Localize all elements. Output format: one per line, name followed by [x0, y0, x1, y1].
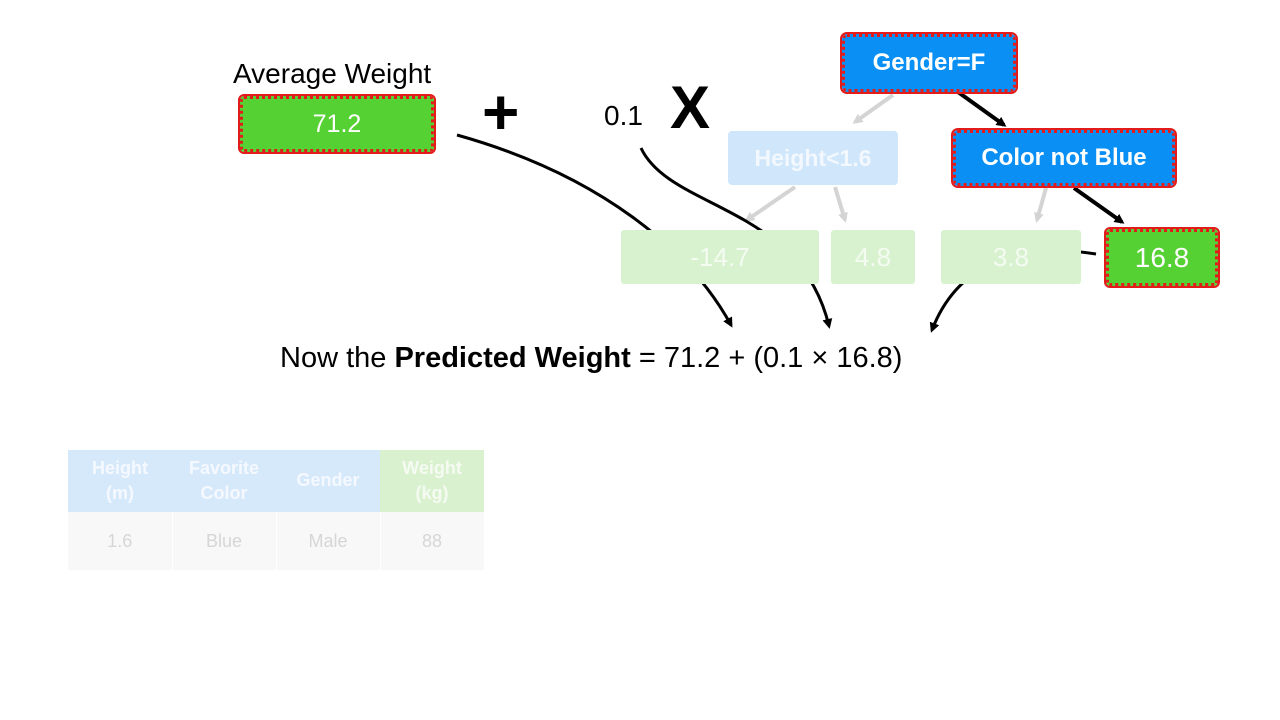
- data-table: Height (m) Favorite Color Gender Weight (kg…: [68, 450, 485, 570]
- arrow-average-to-equation: [456, 133, 733, 328]
- average-weight-label: Average Weight: [233, 58, 432, 89]
- prediction-equation: Now the Predicted Weight = 71.2 + (0.1 ×…: [280, 342, 902, 375]
- table-cell: 1.6: [68, 512, 173, 570]
- edge-root-left: [852, 93, 895, 124]
- table-header-color: Favorite Color: [172, 450, 276, 512]
- table-cell: Male: [276, 512, 381, 570]
- edge-left-leaf2: [833, 186, 848, 223]
- tree-leaf-3: 3.8: [941, 230, 1081, 284]
- tree-leaf-4: 16.8: [1104, 227, 1220, 288]
- tree-left-node: Height<1.6: [728, 131, 898, 185]
- edge-root-right: [956, 90, 1007, 127]
- header-line: (kg): [415, 483, 449, 503]
- multiply-sign: X: [670, 74, 711, 141]
- header-line: (m): [106, 483, 134, 503]
- edge-left-leaf1: [744, 185, 797, 222]
- edge-right-leaf4: [1072, 186, 1125, 224]
- header-line: Height: [92, 457, 148, 478]
- header-line: Gender: [296, 470, 360, 491]
- table-header-height: Height (m): [68, 450, 172, 512]
- edge-right-leaf3: [1034, 187, 1048, 223]
- header-line: Favorite: [188, 457, 260, 478]
- table-cell: 88: [380, 512, 485, 570]
- equation-prefix: Now the: [280, 342, 395, 374]
- table-row: 1.6 Blue Male 88: [68, 512, 485, 570]
- arrow-rate-to-equation: [639, 147, 833, 329]
- tree-right-node: Color not Blue: [951, 128, 1177, 188]
- plus-sign: +: [482, 76, 520, 148]
- table-header-row: Height (m) Favorite Color Gender Weight (kg…: [68, 450, 484, 512]
- table-cell: Blue: [172, 512, 277, 570]
- header-line: Color: [200, 483, 248, 503]
- equation-suffix: = 71.2 + (0.1 × 16.8): [630, 342, 903, 374]
- tree-root-node: Gender=F: [840, 32, 1018, 94]
- equation-bold-term: Predicted Weight: [394, 342, 631, 374]
- tree-leaf-2: 4.8: [831, 230, 915, 284]
- header-line: Weight: [402, 457, 462, 478]
- table-header-gender: Gender: [276, 450, 380, 512]
- tree-leaf-1: -14.7: [621, 230, 819, 284]
- table-header-weight: Weight (kg): [380, 450, 484, 512]
- learning-rate: 0.1: [604, 100, 643, 131]
- average-weight-box: 71.2: [238, 94, 436, 154]
